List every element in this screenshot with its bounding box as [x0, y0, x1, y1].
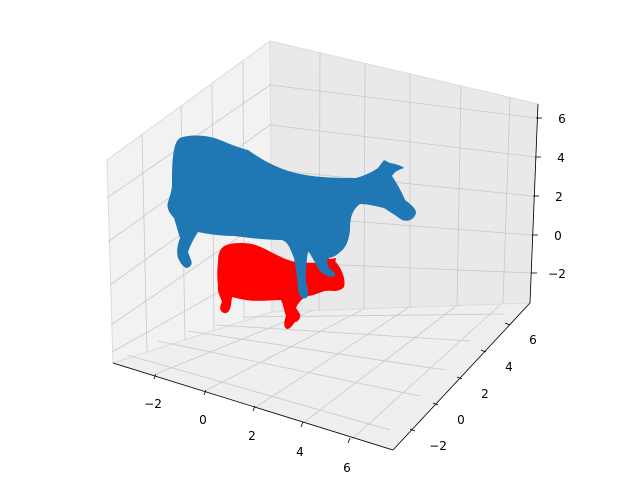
blue-cow-body	[167, 135, 416, 299]
y-tick-mark	[456, 376, 463, 380]
z-axis: −2 0 2 4 6	[531, 112, 566, 281]
z-tick-label: 6	[558, 112, 566, 126]
red-cow-body	[217, 243, 345, 329]
x-tick-label: 6	[343, 461, 351, 475]
y-tick-label: −2	[429, 439, 447, 453]
z-tick-label: 0	[554, 229, 562, 243]
x-tick-label: 2	[248, 429, 256, 443]
x-tick-mark	[153, 373, 157, 380]
x-tick-label: −2	[144, 397, 162, 411]
z-tick-label: 2	[555, 190, 563, 204]
y-tick-label: 0	[457, 413, 465, 427]
y-tick-mark	[504, 322, 511, 326]
y-tick-mark	[409, 428, 416, 432]
y-axis: −2 0 2 4 6	[409, 322, 537, 453]
y-tick-label: 4	[505, 360, 513, 374]
y-tick-mark	[480, 349, 487, 353]
z-tick-label: 4	[557, 151, 565, 165]
red-cow-head	[324, 277, 344, 291]
y-tick-label: 6	[529, 333, 537, 347]
y-tick-mark	[432, 402, 439, 406]
x-tick-label: 0	[199, 413, 207, 427]
x-tick-mark	[252, 405, 256, 412]
series-blue-cow	[167, 135, 416, 299]
x-tick-mark	[300, 421, 304, 428]
y-tick-label: 2	[481, 387, 489, 401]
x-tick-mark	[203, 389, 207, 396]
x-tick-label: 4	[296, 445, 304, 459]
x-axis: −2 0 2 4 6	[144, 373, 351, 475]
axis-lines	[112, 103, 539, 451]
x-tick-mark	[347, 437, 351, 444]
z-tick-label: −2	[548, 267, 566, 281]
